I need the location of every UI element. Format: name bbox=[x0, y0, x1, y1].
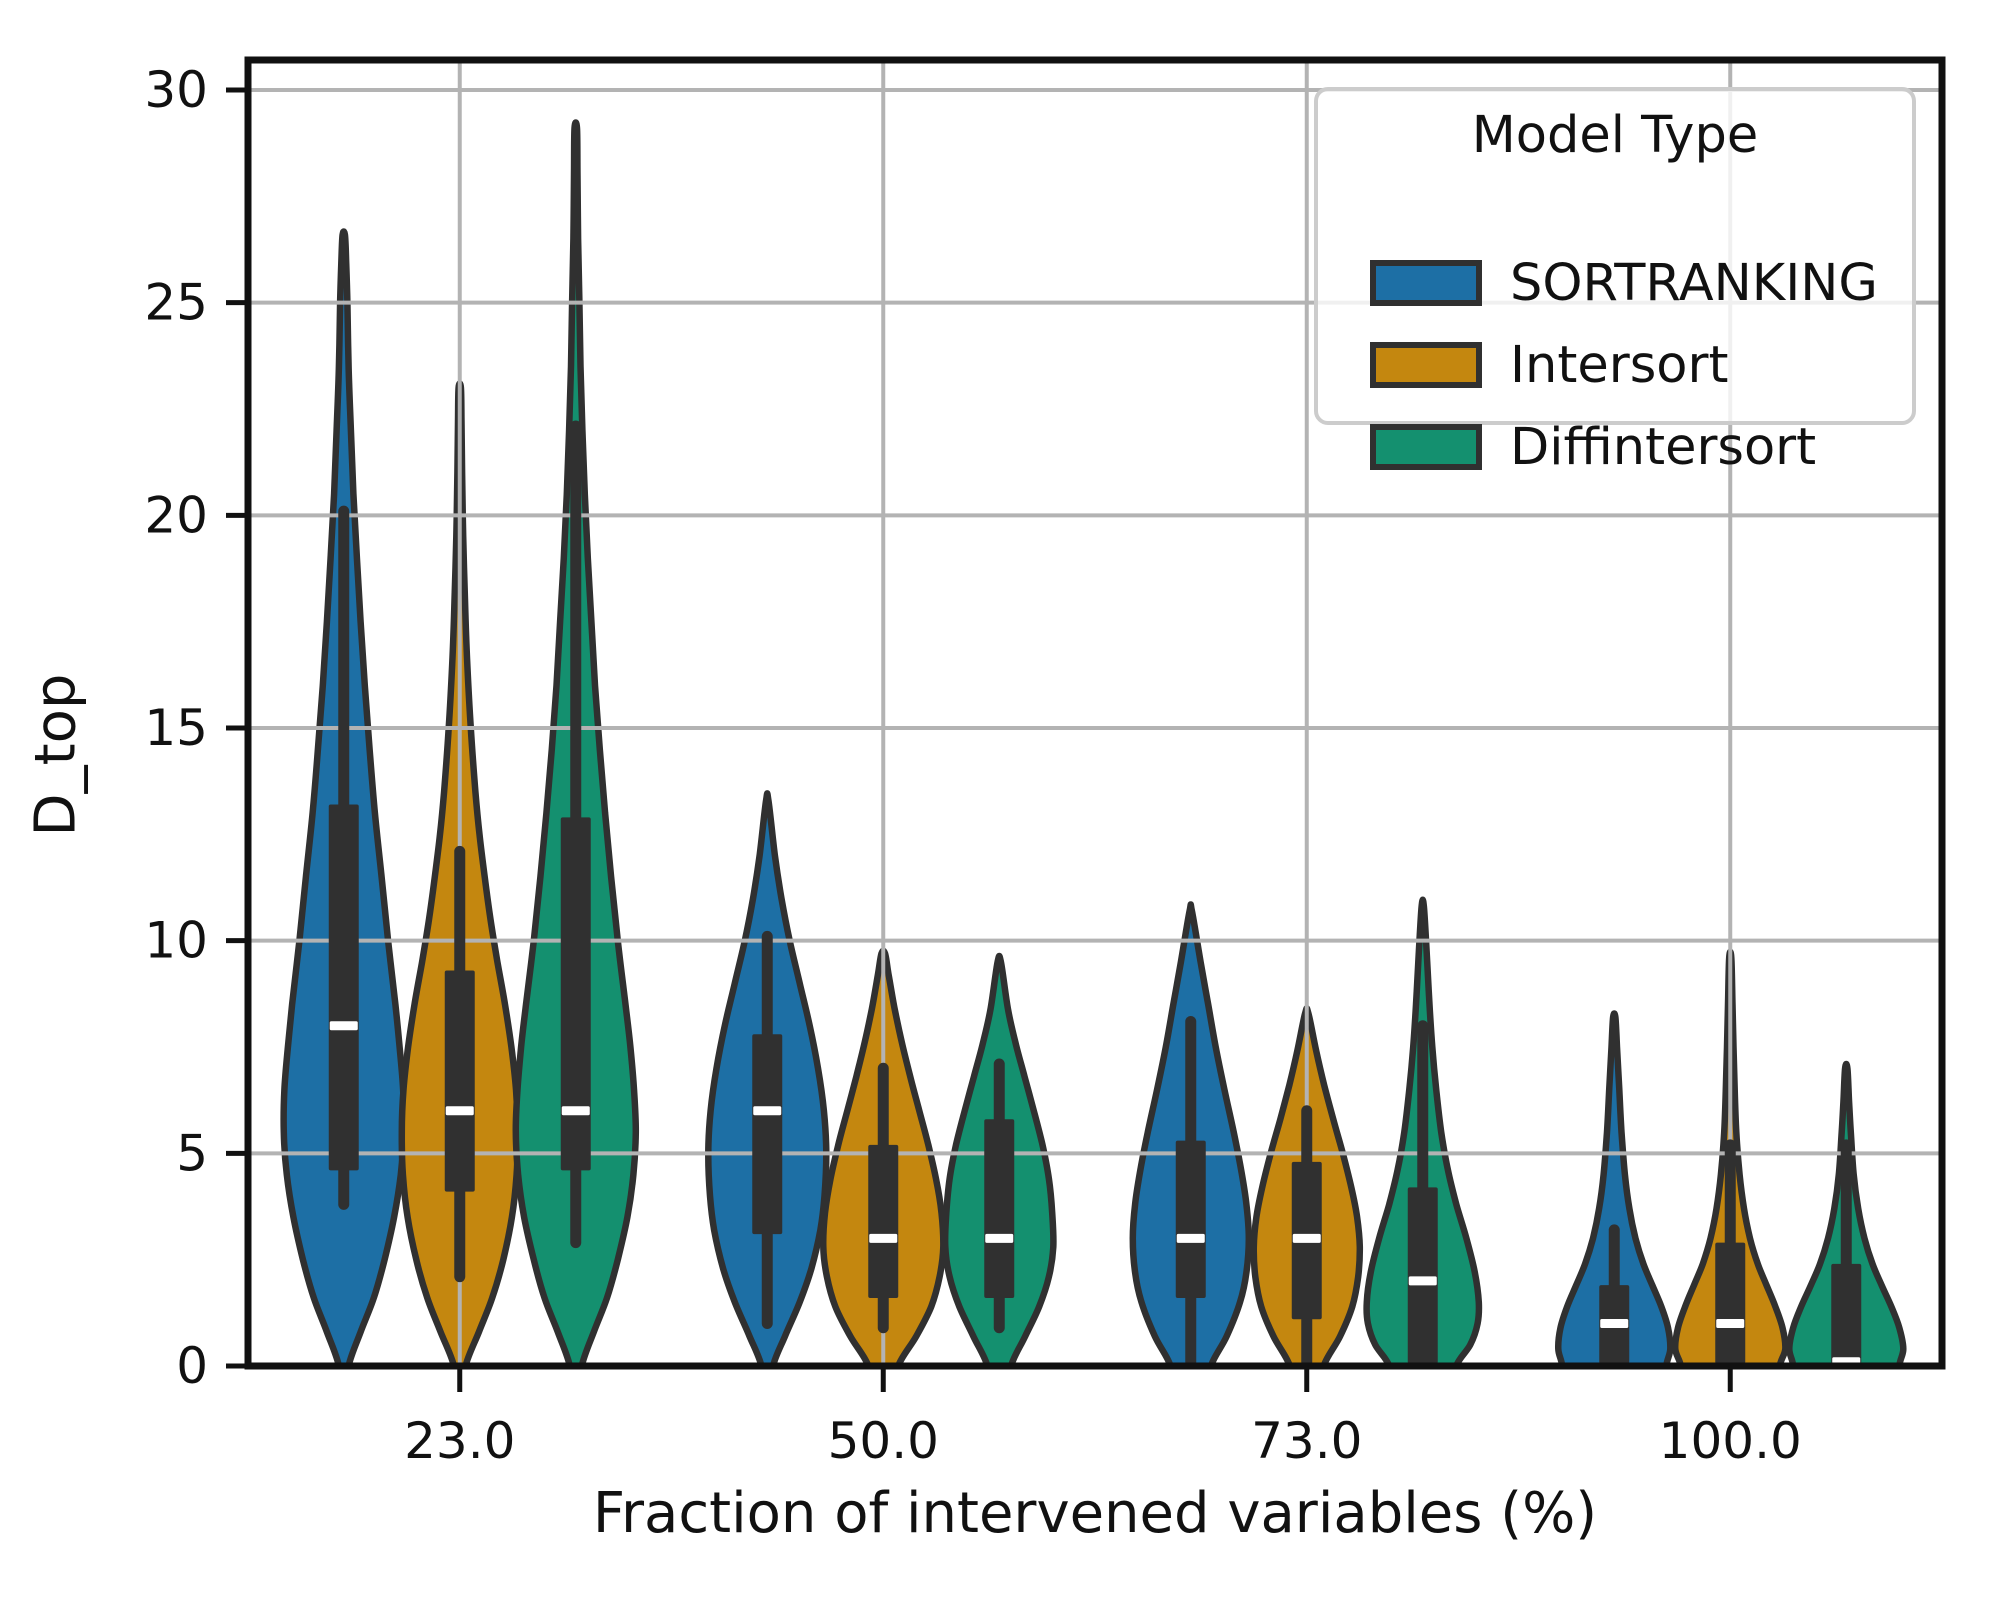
median-line bbox=[561, 1106, 590, 1116]
iqr-box bbox=[444, 970, 475, 1192]
inner-boxplots bbox=[328, 420, 1862, 1366]
legend: Model Type SORTRANKING Intersort Diffint… bbox=[1314, 87, 1916, 477]
legend-swatch-intersort bbox=[1370, 342, 1482, 388]
legend-title: Model Type bbox=[1471, 106, 1759, 165]
legend-label: Diffintersort bbox=[1510, 417, 1817, 477]
y-tick-label: 15 bbox=[144, 699, 208, 757]
median-line bbox=[869, 1233, 898, 1243]
x-tick-label: 50.0 bbox=[828, 1412, 939, 1470]
iqr-box bbox=[1175, 1140, 1206, 1298]
iqr-box bbox=[1407, 1187, 1438, 1364]
median-line bbox=[985, 1233, 1014, 1243]
median-line bbox=[1600, 1318, 1629, 1328]
y-tick-label: 30 bbox=[144, 61, 208, 119]
legend-swatch-sortranking bbox=[1370, 260, 1482, 306]
y-tick-label: 25 bbox=[144, 274, 208, 332]
median-line bbox=[1408, 1276, 1437, 1286]
legend-label: Intersort bbox=[1510, 335, 1729, 395]
median-line bbox=[753, 1106, 782, 1116]
axes-frame bbox=[226, 56, 1946, 1392]
iqr-box bbox=[560, 817, 591, 1171]
iqr-box bbox=[328, 804, 359, 1171]
legend-entry: SORTRANKING bbox=[1370, 254, 1878, 313]
iqr-box bbox=[868, 1144, 899, 1298]
median-line bbox=[329, 1021, 358, 1031]
median-line bbox=[1292, 1233, 1321, 1243]
y-tick-label: 10 bbox=[144, 912, 208, 970]
y-axis-title: D_top bbox=[23, 673, 89, 837]
x-tick-label: 23.0 bbox=[404, 1412, 515, 1470]
legend-entry: Intersort bbox=[1370, 336, 1728, 395]
median-line bbox=[445, 1106, 474, 1116]
x-axis-title: Fraction of intervened variables (%) bbox=[592, 1481, 1598, 1546]
median-line bbox=[1716, 1318, 1745, 1328]
x-tick-label: 100.0 bbox=[1659, 1412, 1802, 1470]
violin-sortranking-100.0 bbox=[1554, 1010, 1674, 1366]
median-line bbox=[1176, 1233, 1205, 1243]
iqr-box bbox=[984, 1119, 1015, 1298]
legend-label: SORTRANKING bbox=[1510, 253, 1878, 313]
y-tick-label: 5 bbox=[176, 1124, 208, 1182]
iqr-box bbox=[1831, 1263, 1862, 1364]
iqr-box bbox=[1715, 1242, 1746, 1364]
y-tick-label: 20 bbox=[144, 486, 208, 544]
x-tick-label: 73.0 bbox=[1251, 1412, 1362, 1470]
plot-border bbox=[244, 56, 1946, 1370]
tick-labels: 0 5 10 15 20 25 30 23.0 50.0 73.0 100.0 bbox=[144, 61, 1801, 1470]
iqr-box bbox=[752, 1034, 783, 1235]
y-tick-label: 0 bbox=[176, 1337, 208, 1395]
legend-swatch-diffintersort bbox=[1370, 424, 1482, 470]
legend-entry: Diffintersort bbox=[1370, 418, 1816, 477]
